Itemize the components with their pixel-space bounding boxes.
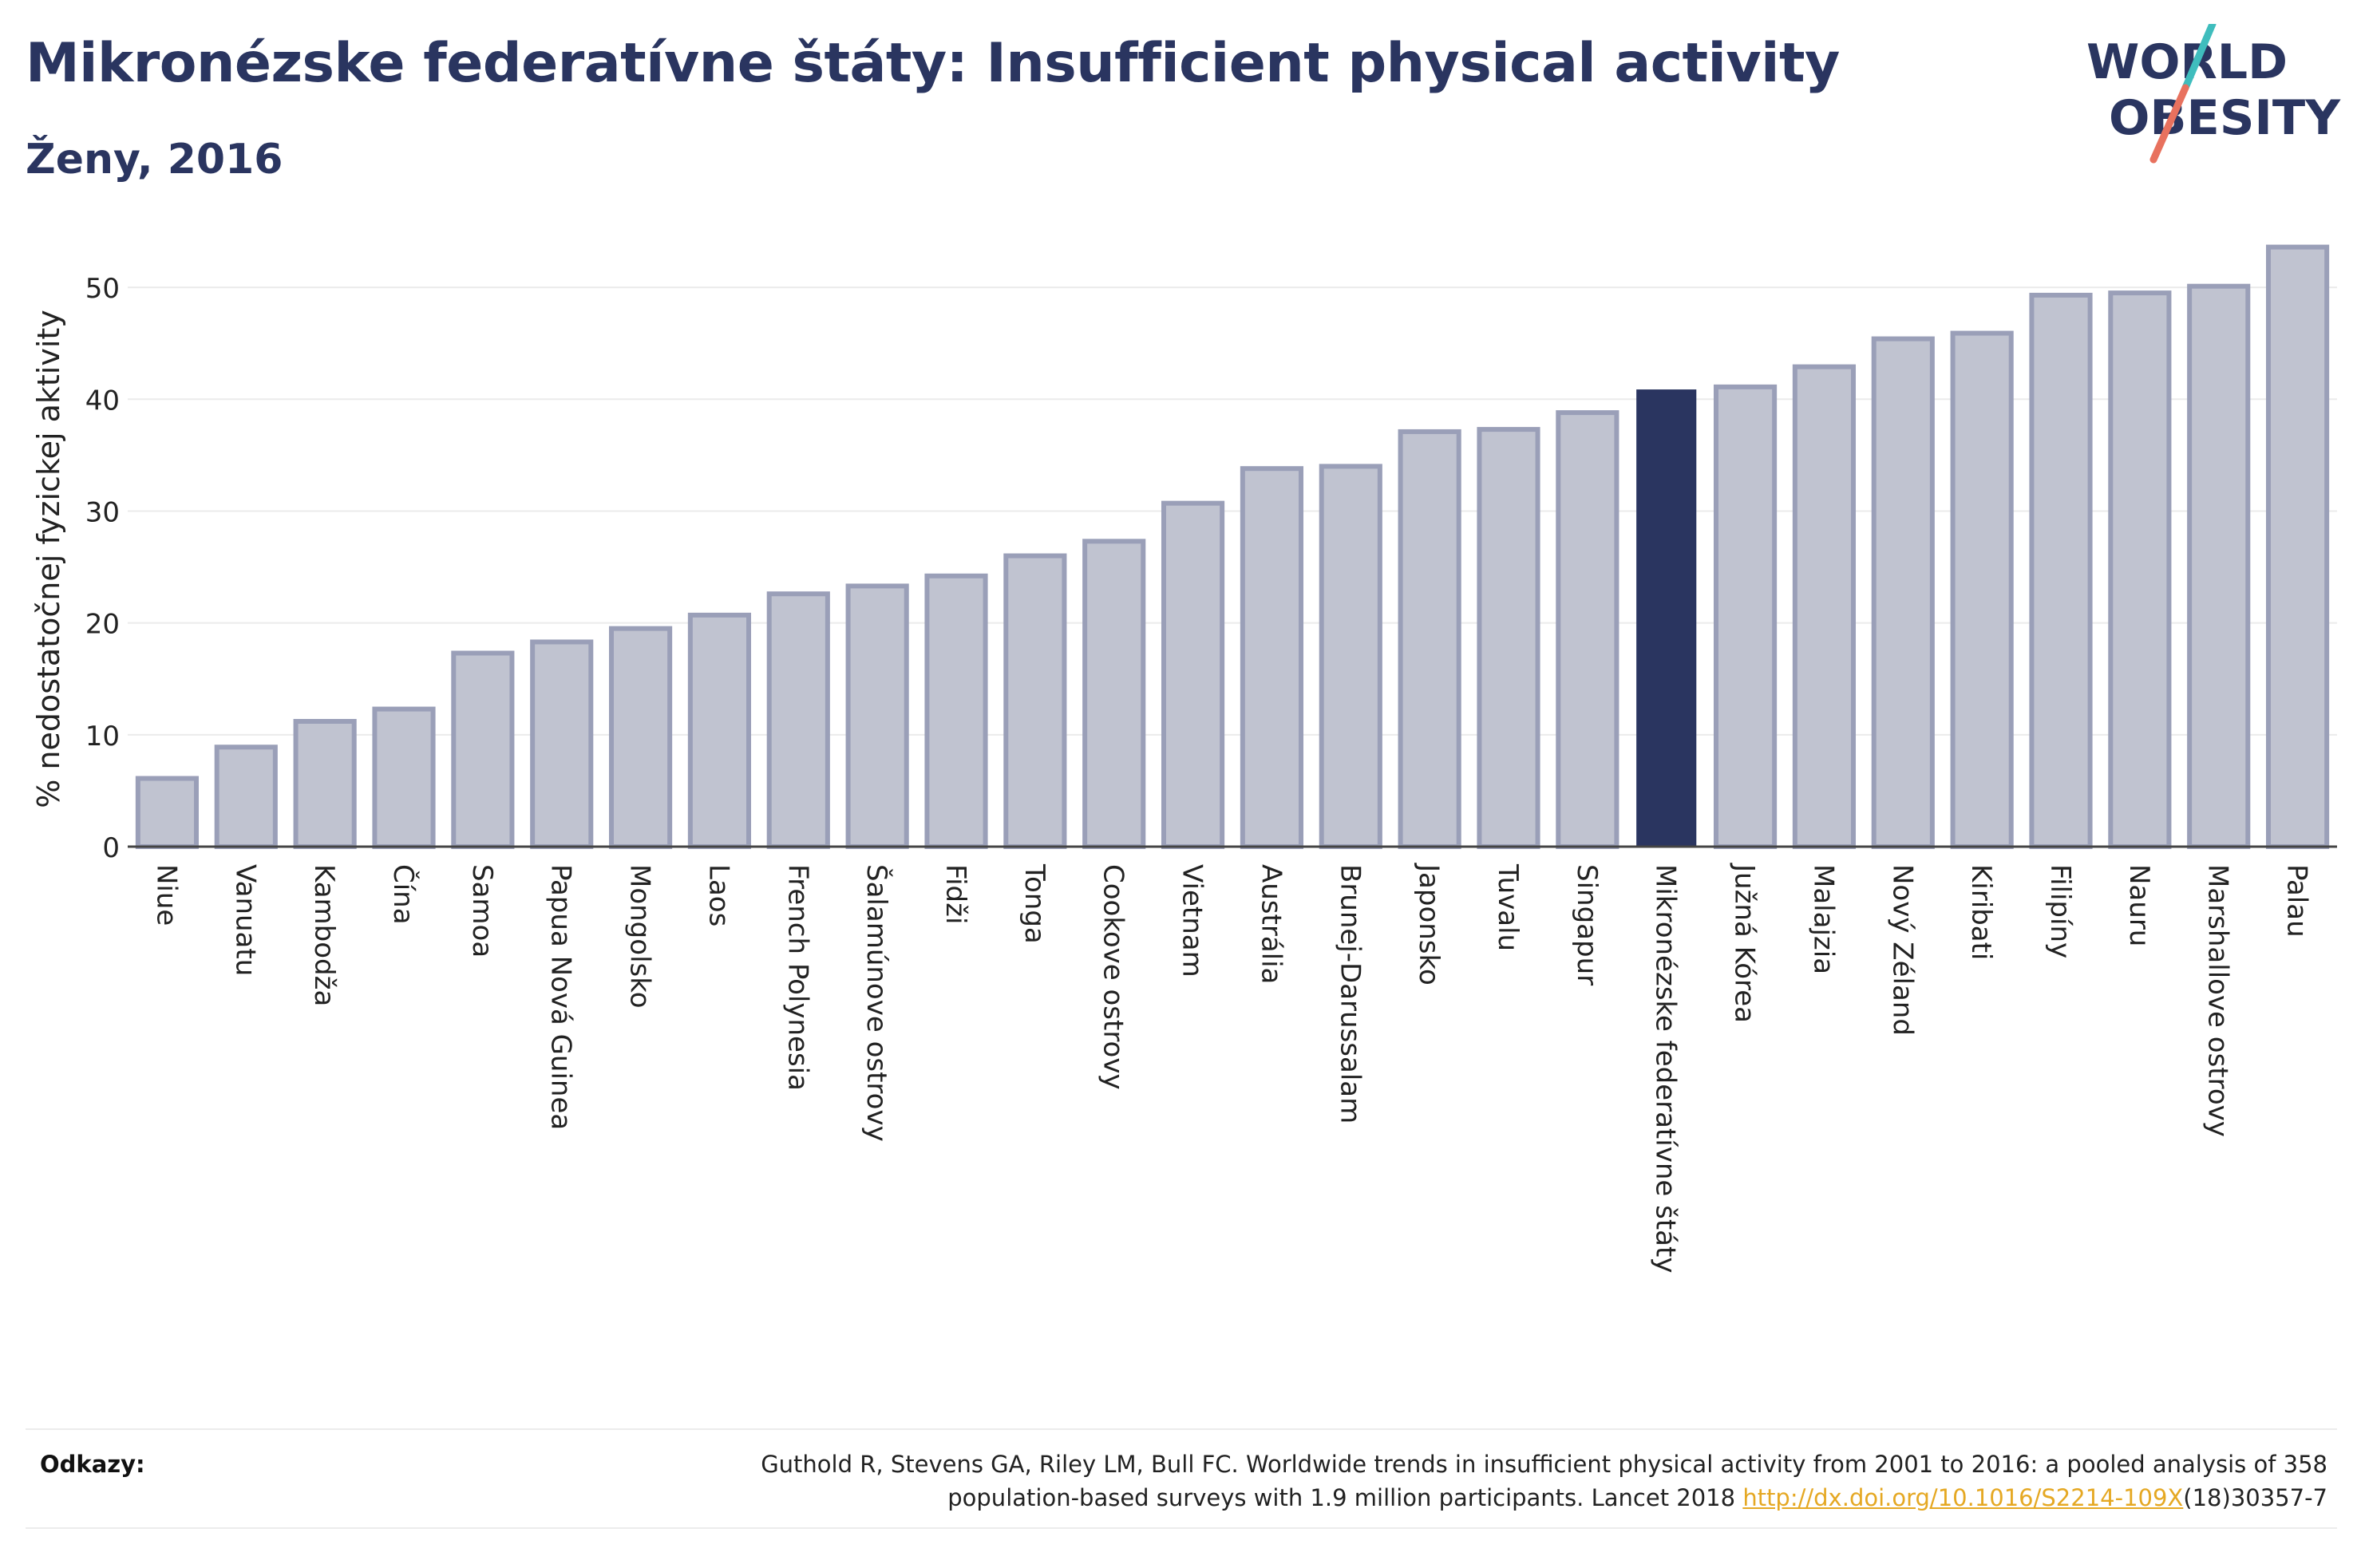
chart-subtitle: Ženy, 2016 — [26, 136, 283, 184]
bar-21 — [1792, 364, 1857, 849]
x-tick-label: Nauru — [2123, 864, 2155, 946]
reference-line2-prefix: population-based surveys with 1.9 millio… — [947, 1484, 1743, 1511]
x-tick-label: Mikronézske federatívne štáty — [1650, 864, 1682, 1273]
x-tick-label: Papua Nová Guinea — [545, 864, 577, 1130]
logo-slash-teal — [2181, 24, 2217, 92]
bar-14 — [1240, 466, 1304, 849]
x-tick-label: Tuvalu — [1492, 863, 1524, 951]
y-tick-label: 0 — [102, 832, 120, 864]
x-tick-label: Nový Zéland — [1886, 864, 1918, 1036]
bar-13 — [1161, 500, 1225, 850]
bar-16 — [1398, 429, 1461, 849]
x-tick-label: Singapur — [1571, 864, 1603, 985]
bar-0 — [135, 776, 200, 849]
x-tick-label: French Polynesia — [781, 864, 813, 1091]
y-tick-label: 50 — [85, 273, 120, 305]
bar-20 — [1713, 384, 1778, 849]
x-tick-label: Tonga — [1018, 863, 1050, 944]
x-tick-label: Šalamúnove ostrovy — [860, 864, 893, 1142]
x-tick-label: Filipíny — [2044, 864, 2076, 958]
x-tick-label: Fidži — [939, 864, 971, 924]
x-tick-label: Kiribati — [1965, 864, 1997, 960]
bar-7 — [687, 612, 752, 849]
bar-18 — [1556, 410, 1619, 849]
logo-slash-red — [2149, 84, 2189, 164]
bar-19 — [1636, 389, 1697, 848]
label-layer: 0 10 20 30 40 50 Niue Vanuatu Kambodža Čína Samoa P… — [85, 273, 2313, 1273]
x-tick-label: Kambodža — [308, 864, 340, 1006]
bar-5 — [530, 639, 594, 849]
x-tick-label: Niue — [150, 864, 182, 926]
x-tick-label: Vietnam — [1177, 864, 1208, 978]
bar-15 — [1319, 464, 1382, 850]
y-tick-label: 20 — [85, 609, 120, 641]
bar-8 — [766, 591, 830, 849]
x-tick-label: Japonsko — [1413, 863, 1445, 985]
x-tick-label: Mongolsko — [624, 864, 656, 1009]
bar-17 — [1477, 427, 1540, 849]
x-tick-label: Malajzia — [1807, 864, 1839, 974]
x-tick-label: Cookove ostrovy — [1097, 864, 1129, 1090]
bar-3 — [372, 706, 436, 849]
bar-layer — [135, 244, 2330, 850]
references-text: Guthold R, Stevens GA, Riley LM, Bull FC… — [571, 1448, 2327, 1515]
y-tick-label: 30 — [85, 496, 120, 528]
x-tick-label: Palau — [2281, 864, 2313, 938]
bar-2 — [293, 718, 357, 849]
bar-12 — [1082, 539, 1146, 849]
x-tick-label: Vanuatu — [229, 864, 261, 976]
reference-line2-suffix: (18)30357-7 — [2183, 1484, 2327, 1511]
bar-27 — [2265, 244, 2330, 850]
y-tick-label: 10 — [85, 721, 120, 752]
reference-line1: Guthold R, Stevens GA, Riley LM, Bull FC… — [761, 1451, 2327, 1478]
x-tick-label: Čína — [387, 864, 420, 925]
references-label: Odkazy: — [40, 1451, 145, 1478]
bar-25 — [2108, 290, 2172, 850]
reference-doi-link[interactable]: http://dx.doi.org/10.1016/S2214-109X — [1742, 1484, 2184, 1511]
bar-26 — [2187, 283, 2251, 849]
bar-6 — [608, 626, 673, 849]
chart-title: Mikronézske federatívne štáty: Insuffici… — [26, 32, 1840, 95]
bar-24 — [2029, 292, 2093, 849]
bar-11 — [1003, 553, 1067, 849]
x-tick-label: Austrália — [1255, 864, 1287, 984]
x-tick-label: Južná Kórea — [1729, 863, 1761, 1023]
bar-23 — [1950, 330, 2014, 850]
bar-4 — [451, 650, 515, 850]
references-section: Odkazy: Guthold R, Stevens GA, Riley LM,… — [26, 1428, 2337, 1529]
x-tick-label: Marshallove ostrovy — [2202, 864, 2234, 1137]
bar-22 — [1871, 336, 1935, 850]
y-tick-label: 40 — [85, 385, 120, 417]
bar-10 — [924, 573, 988, 849]
x-tick-label: Brunej-Darussalam — [1334, 864, 1366, 1124]
bar-chart: 0 10 20 30 40 50 Niue Vanuatu Kambodža Čína Samoa P… — [31, 244, 2337, 1273]
world-obesity-logo: WORLD OBESITY — [2086, 24, 2342, 164]
y-axis-title: % nedostatočnej fyzickej aktivity — [31, 310, 66, 808]
bar-1 — [214, 745, 278, 849]
x-tick-label: Laos — [702, 864, 734, 926]
x-tick-label: Samoa — [466, 864, 498, 958]
bar-9 — [845, 583, 909, 849]
reference-line2: population-based surveys with 1.9 millio… — [571, 1481, 2327, 1515]
logo-line2: OBESITY — [2109, 90, 2342, 146]
